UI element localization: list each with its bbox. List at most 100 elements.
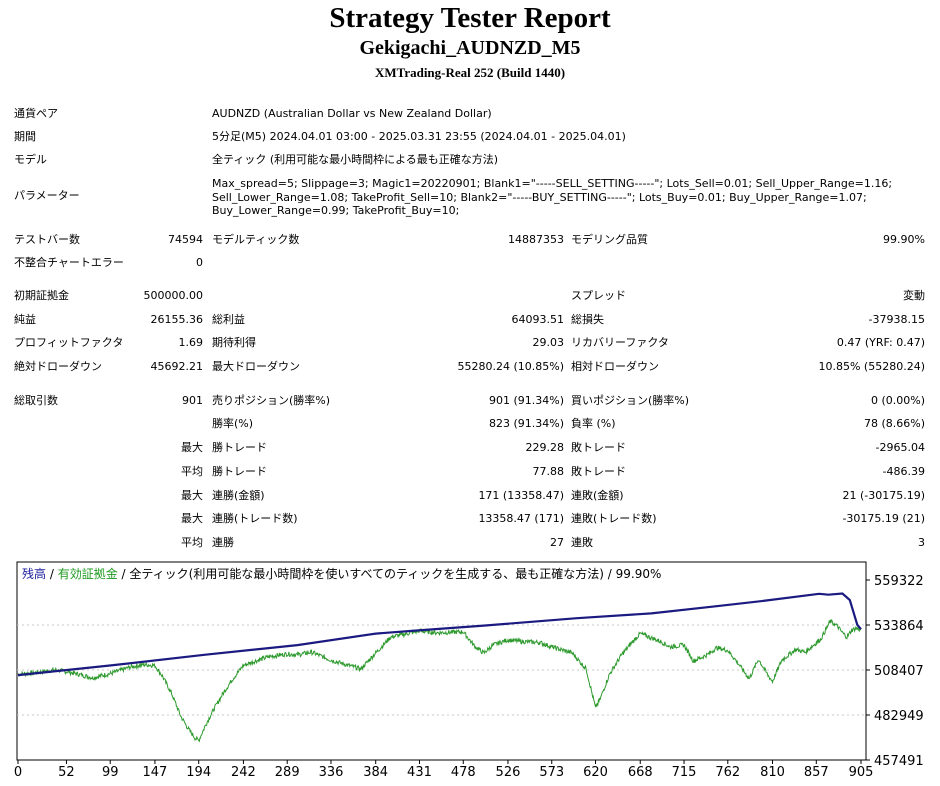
symbol-label: 通貨ペア [14,107,58,120]
cons-losses-count-label: 連敗(トレード数) [571,512,657,525]
gross-profit-value: 64093.51 [511,313,565,326]
y-tick-label: 533864 [874,619,924,634]
cons-losses-count-value: -30175.19 (21) [842,512,925,525]
loss-rate-label: 負率 (%) [571,417,616,430]
win-rate-label: 勝率(%) [212,417,254,430]
ticks-label: モデルティック数 [212,233,300,246]
cons-wins-count-value: 13358.47 (171) [478,512,564,525]
deposit-value: 500000.00 [143,289,204,302]
loss-rate-value: 78 (8.66%) [863,417,925,430]
max-label: 最大 [181,512,203,525]
max-drawdown-label: 最大ドローダウン [212,360,300,373]
report-subtitle: Gekigachi_AUDNZD_M5 [359,37,581,59]
legend-equity: 有効証拠金 [57,567,118,581]
ticks-value: 14887353 [508,233,564,246]
symbol-value: AUDNZD (Australian Dollar vs New Zealand… [212,107,492,120]
balance-line [17,592,862,677]
profit-factor-label: プロフィットファクタ [14,336,124,349]
x-tick-label: 526 [496,765,521,780]
model-value: 全ティック (利用可能な最小時間枠による最も正確な方法) [212,153,499,166]
x-tick-label: 384 [363,765,388,780]
max-drawdown-value: 55280.24 (10.85%) [457,360,564,373]
largest-win-label: 勝トレード [212,441,267,454]
average-loss-value: -486.39 [882,465,925,478]
bars-value: 74594 [168,233,203,246]
avg-cons-wins-label: 連勝 [212,536,234,549]
expected-payoff-label: 期待利得 [212,336,256,349]
rel-drawdown-value: 10.85% (55280.24) [818,360,925,373]
bars-label: テストバー数 [14,233,80,246]
x-tick-label: 810 [760,765,785,780]
x-tick-label: 289 [275,765,300,780]
x-tick-label: 715 [672,765,697,780]
period-label: 期間 [14,130,36,143]
max-label: 最大 [181,441,203,454]
gross-loss-value: -37938.15 [868,313,925,326]
largest-win-value: 229.28 [525,441,565,454]
y-tick-label: 508407 [874,664,924,679]
errors-label: 不整合チャートエラー [14,256,124,269]
expected-payoff-value: 29.03 [532,336,565,349]
long-positions-label: 買いポジション(勝率%) [571,394,690,407]
errors-value: 0 [196,256,203,269]
model-label: モデル [14,153,47,166]
equity-line [17,619,862,743]
legend-description: / 全ティック(利用可能な最小時間枠を使いすべてのティックを生成する、最も正確な… [117,567,662,581]
y-tick-label: 457491 [874,754,924,769]
net-value: 26155.36 [150,313,204,326]
x-tick-label: 52 [58,765,75,780]
x-tick-label: 905 [849,765,874,780]
x-tick-label: 194 [186,765,211,780]
largest-loss-value: -2965.04 [875,441,925,454]
cons-wins-money-label: 連勝(金額) [212,489,265,502]
quality-label: モデリング品質 [571,233,648,246]
gross-profit-label: 総利益 [212,313,245,326]
avg-cons-wins-value: 27 [550,536,564,549]
chart-legend: 残高 / 有効証拠金 / 全ティック(利用可能な最小時間枠を使いすべてのティック… [22,565,662,582]
abs-drawdown-label: 絶対ドローダウン [14,360,102,373]
deposit-label: 初期証拠金 [14,289,69,302]
rel-drawdown-label: 相対ドローダウン [571,360,659,373]
average-label: 平均 [181,465,203,478]
win-rate-value: 823 (91.34%) [488,417,564,430]
x-tick-label: 242 [231,765,256,780]
cons-wins-count-label: 連勝(トレード数) [212,512,298,525]
parameters-line: Sell_Lower_Range=1.08; TakeProfit_Sell=1… [212,190,867,204]
abs-drawdown-value: 45692.21 [150,360,204,373]
average-win-label: 勝トレード [212,465,267,478]
long-positions-value: 0 (0.00%) [870,394,925,407]
x-tick-label: 99 [102,765,119,780]
y-tick-label: 482949 [874,709,924,724]
spread-value: 変動 [903,289,925,302]
x-tick-label: 147 [143,765,168,780]
x-tick-label: 762 [715,765,740,780]
profit-factor-value: 1.69 [178,336,204,349]
cons-wins-money-value: 171 (13358.47) [478,489,564,502]
x-tick-label: 478 [451,765,476,780]
recovery-label: リカバリーファクタ [571,336,669,349]
legend-separator: / [46,567,58,581]
x-tick-label: 431 [407,765,432,780]
quality-value: 99.90% [883,233,925,246]
x-tick-label: 573 [539,765,564,780]
report-title: Strategy Tester Report [329,2,611,34]
legend-balance: 残高 [22,567,47,581]
gross-loss-label: 総損失 [571,313,604,326]
x-tick-label: 620 [583,765,608,780]
spread-label: スプレッド [571,289,626,302]
balance-equity-chart: 559322 533864 508407 482949 457491 0 52 99 147 1… [14,561,924,780]
x-tick-label: 668 [628,765,653,780]
max-label: 最大 [181,489,203,502]
short-positions-value: 901 (91.34%) [488,394,564,407]
average-loss-label: 敗トレード [571,465,626,478]
cons-losses-money-value: 21 (-30175.19) [842,489,925,502]
recovery-value: 0.47 (YRF: 0.47) [836,336,925,349]
parameters-label: パラメーター [14,189,80,202]
total-trades-label: 総取引数 [14,394,58,407]
report-build: XMTrading-Real 252 (Build 1440) [374,65,566,80]
largest-loss-label: 敗トレード [571,441,626,454]
x-tick-label: 0 [14,765,22,780]
parameters-line: Max_spread=5; Slippage=3; Magic1=2022090… [212,177,893,190]
avg-cons-losses-label: 連敗 [571,536,593,549]
parameters-value: Max_spread=5; Slippage=3; Magic1=2022090… [212,177,892,218]
